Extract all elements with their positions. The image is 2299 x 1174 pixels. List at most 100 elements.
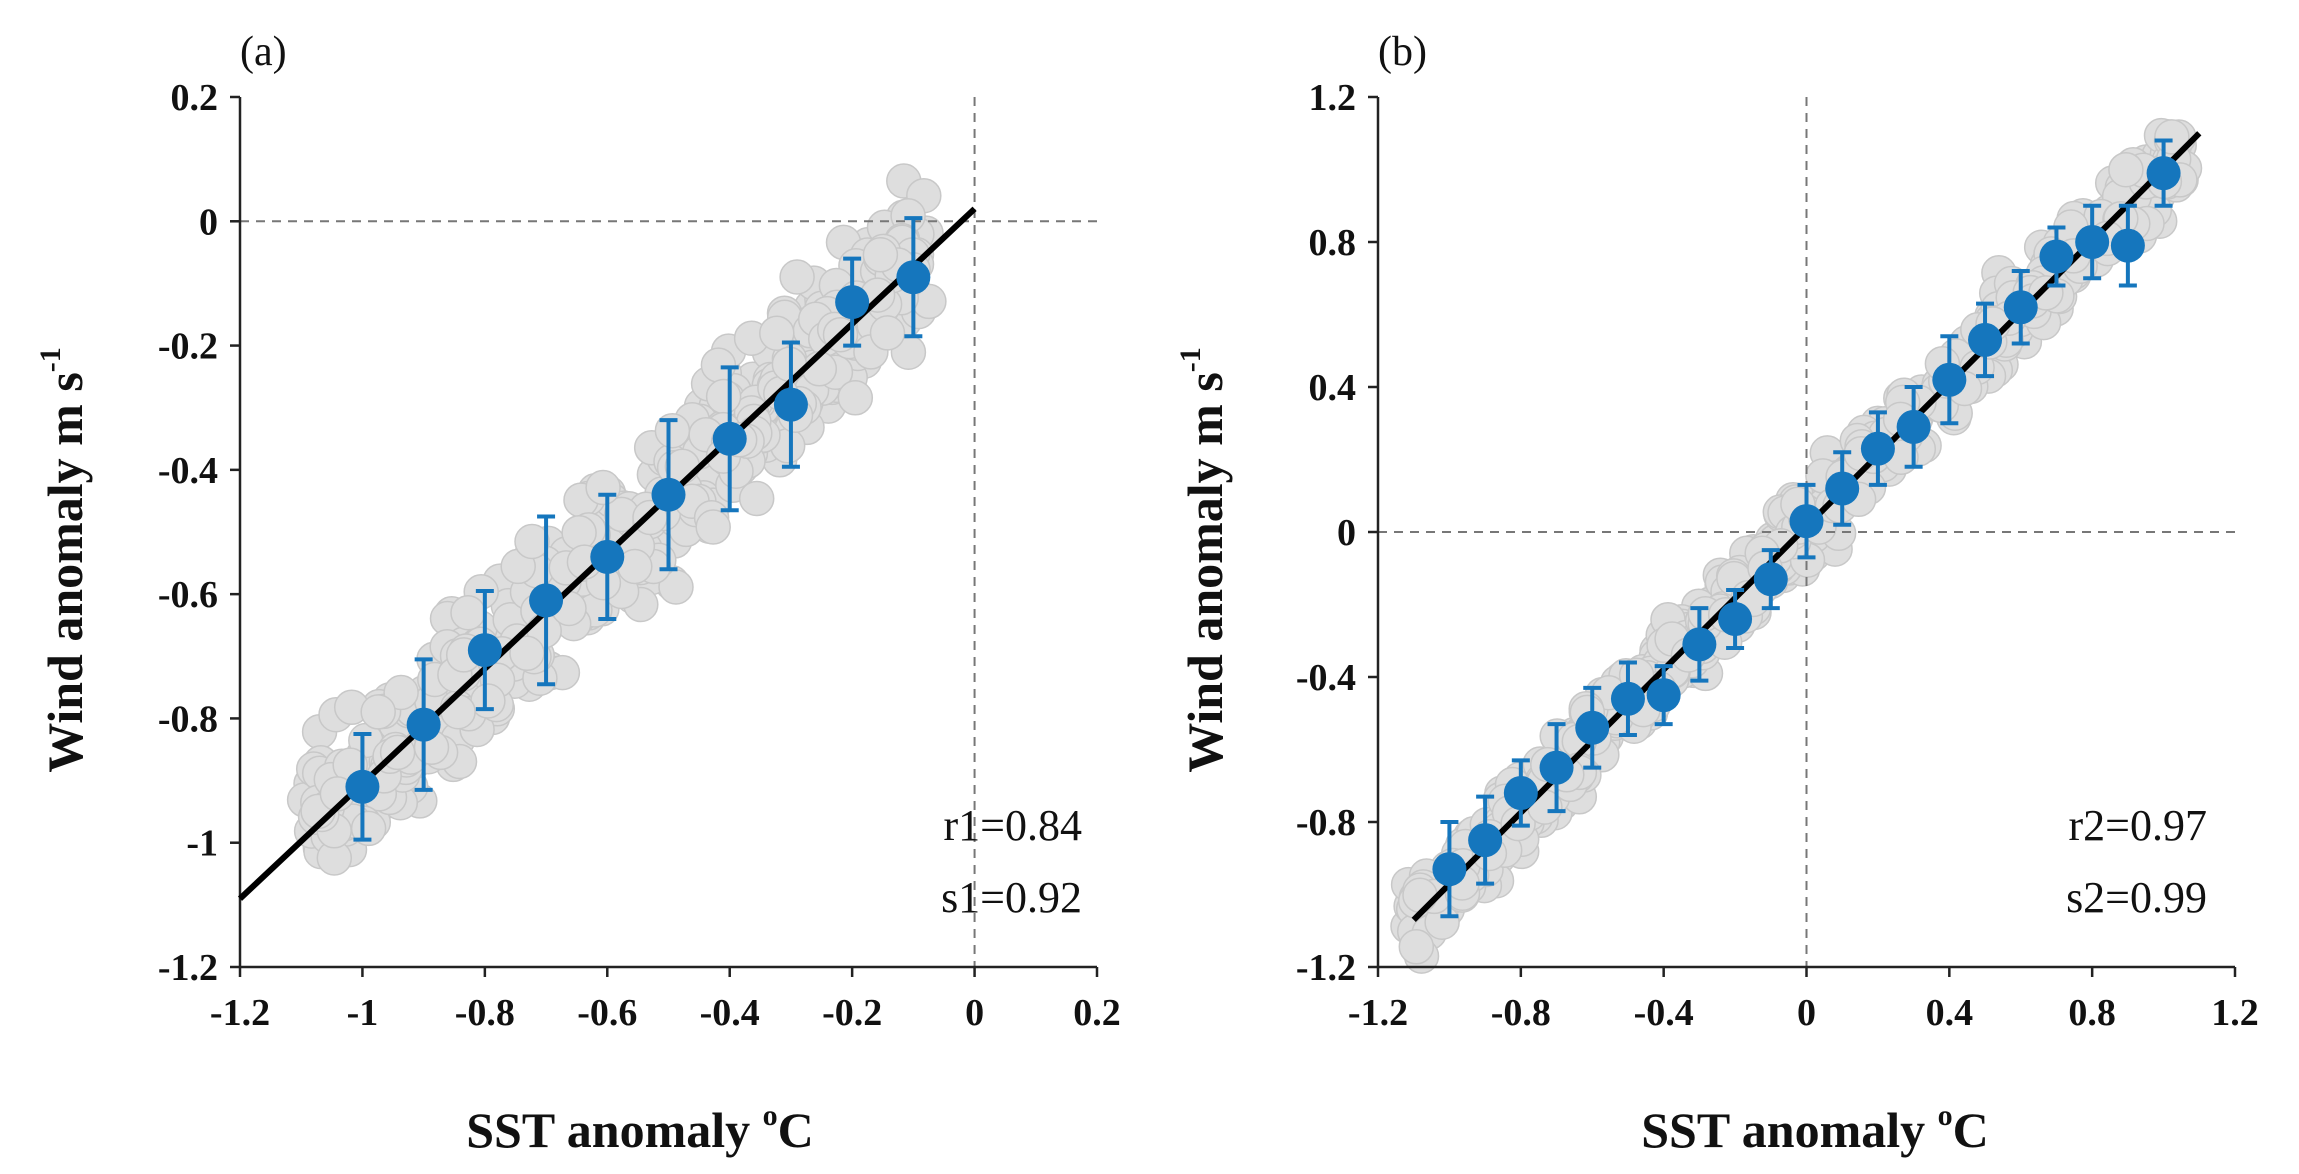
binned-mean-point [1468,823,1503,858]
binned-mean-point [2146,156,2181,191]
y-tick-label: -0.8 [1296,802,1356,844]
binned-mean-point [590,539,625,574]
panel-b-xlabel: SST anomaly oC [1641,1099,1989,1158]
y-tick-label: 0 [1337,512,1356,554]
scatter-point [837,380,874,416]
scatter-point [705,378,742,415]
y-tick-label: 0.2 [171,77,219,119]
y-tick-label: -1.2 [158,947,218,989]
binned-mean-point [1682,627,1717,662]
binned-mean-point [712,421,747,456]
panel-a-ylabel: Wind anomaly m s-1 [34,347,93,773]
scatter-point [759,315,795,351]
x-tick-label: 1.2 [2211,992,2259,1034]
scatter-point [509,635,545,672]
x-tick-label: -0.6 [577,992,637,1034]
y-tick-label: 0.4 [1309,367,1357,409]
x-tick-label: 0 [965,992,984,1034]
panel-b: (b) -1.2 -0.8 -0.4 0 0.4 0.8 1.2 1.2 0.8 0.4 0 -0.4… [1174,29,2259,1158]
panel-a: (a) -1.2 -1 -0.8 -0.6 -0.4 -0.2 0 0.2 0.2 0 -0.2 -0… [34,29,1121,1158]
binned-mean-point [1718,602,1753,636]
panel-b-axes [1368,95,2237,977]
x-tick-label: -1.2 [210,992,270,1034]
panel-b-ylabel: Wind anomaly m s-1 [1174,347,1233,773]
binned-mean-point [2039,239,2074,274]
y-tick-label: 0.8 [1309,222,1357,264]
x-tick-label: 0 [1797,992,1816,1034]
binned-mean-point [345,769,380,804]
panel-a-binned-means [345,216,931,842]
binned-mean-point [1575,710,1610,745]
binned-mean-point [467,633,502,668]
binned-mean-point [1646,678,1681,713]
y-tick-label: -0.6 [158,574,218,616]
panel-a-axes [230,95,1099,977]
y-tick-label: -0.4 [1296,657,1356,699]
binned-mean-point [2075,225,2110,259]
panel-a-xlabel: SST anomaly oC [466,1099,814,1158]
x-tick-label: 0.8 [2068,992,2116,1034]
scatter-point [450,594,486,631]
scatter-point [514,523,550,560]
panel-b-binned-means [1432,138,2181,919]
y-tick-label: 1.2 [1309,77,1357,119]
scatter-point [350,810,387,847]
x-tick-label: 0.2 [1073,992,1121,1034]
binned-mean-point [1789,504,1824,539]
y-tick-label: -0.8 [158,698,218,740]
x-tick-label: -0.8 [455,992,515,1034]
scatter-point [779,259,815,295]
binned-mean-point [1503,776,1538,810]
panel-b-label: (b) [1378,29,1427,75]
binned-mean-point [773,387,808,422]
scatter-point [470,683,506,719]
scatter-point [440,693,476,730]
x-tick-label: -1 [347,992,379,1034]
binned-mean-point [835,285,870,320]
y-tick-label: -1.2 [1296,947,1356,989]
scatter-point [654,412,691,449]
scatter-point [738,480,775,517]
binned-mean-point [1932,362,1967,397]
binned-mean-point [2110,228,2145,263]
binned-mean-point [1860,431,1895,466]
scatter-point [869,315,906,351]
x-tick-label: -0.8 [1491,992,1551,1034]
panel-b-s-value: s2=0.99 [2066,873,2207,922]
binned-mean-point [529,583,564,618]
binned-mean-point [1753,562,1788,597]
x-tick-label: -1.2 [1348,992,1408,1034]
panel-a-r-value: r1=0.84 [944,801,1082,850]
panel-b-r-value: r2=0.97 [2069,801,2207,850]
y-tick-label: -0.4 [158,450,218,492]
scatter-point [585,469,621,506]
binned-mean-point [406,707,441,742]
scatter-point [383,674,419,711]
x-tick-label: -0.4 [700,992,760,1034]
scatter-point [2108,151,2144,188]
scatter-point [360,694,396,730]
scatter-point [862,237,899,273]
panel-a-tick-labels: -1.2 -1 -0.8 -0.6 -0.4 -0.2 0 0.2 0.2 0 -0.2 -0.4 -0… [158,77,1121,1034]
x-tick-label: -0.2 [822,992,882,1034]
panel-a-s-value: s1=0.92 [941,873,1082,922]
binned-mean-point [896,260,931,295]
panel-b-tick-labels: -1.2 -0.8 -0.4 0 0.4 0.8 1.2 1.2 0.8 0.4 0 -0.4 -0.8… [1296,77,2259,1034]
binned-mean-point [1896,409,1931,444]
scatter-point [695,509,731,545]
scatter-point [561,514,597,551]
binned-mean-point [1825,471,1860,506]
y-tick-label: -0.2 [158,326,218,368]
x-tick-label: 0.4 [1926,992,1974,1034]
binned-mean-point [1968,322,2003,357]
binned-mean-point [1610,681,1645,716]
panel-a-zero-lines [240,97,1097,967]
x-tick-label: -0.4 [1634,992,1694,1034]
y-tick-label: 0 [199,201,218,243]
scatter-point [1398,929,1435,965]
scatter-point [1402,877,1438,914]
binned-mean-point [2003,290,2038,325]
panel-a-scatter-cloud [286,163,947,876]
binned-mean-point [651,477,686,512]
